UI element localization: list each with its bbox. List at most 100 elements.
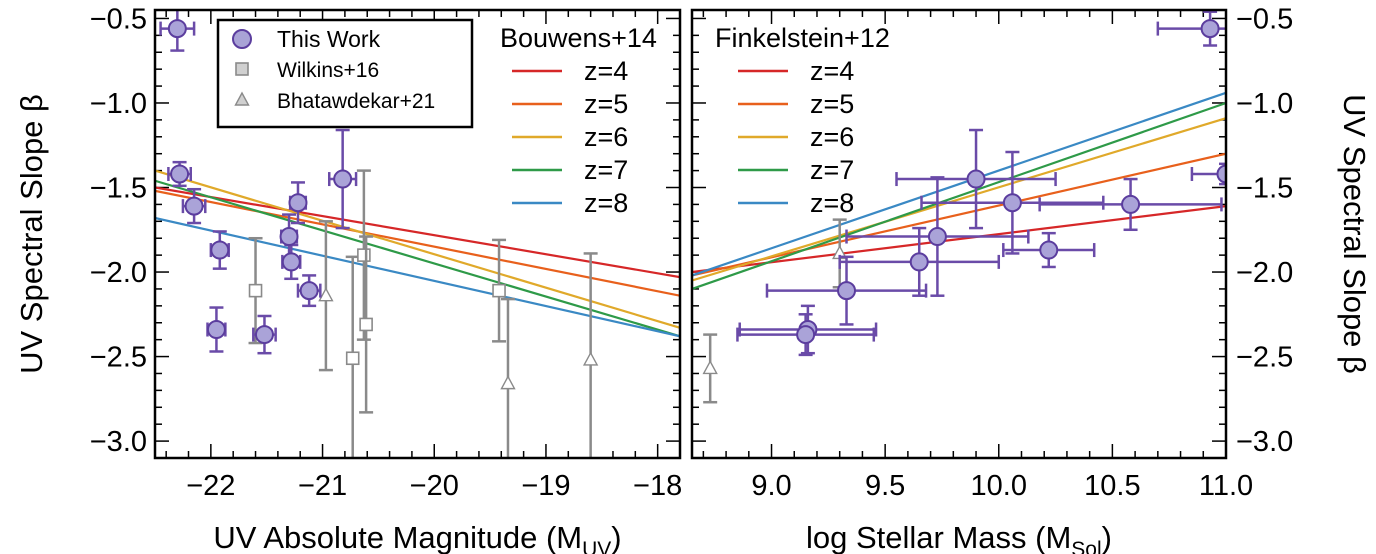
- this-work-point: [299, 281, 319, 301]
- legend-marker-square: [235, 62, 249, 76]
- x-axis-title-tail: ): [1102, 520, 1112, 554]
- this-work-point: [1121, 194, 1141, 214]
- legend-marker-triangle: [234, 91, 250, 106]
- relation-line-z4: [692, 205, 1226, 274]
- this-work-point: [167, 19, 187, 39]
- plot-area: [692, 10, 1226, 404]
- y-tick-label: −3.0: [90, 426, 147, 458]
- y-tick-label: −1.5: [90, 173, 147, 205]
- x-axis-title-main: log Stellar Mass (M: [806, 520, 1071, 554]
- this-work-point: [210, 240, 230, 260]
- x-axis-title-main: UV Absolute Magnitude (M: [213, 520, 582, 554]
- wilkins16-point: [345, 351, 360, 366]
- this-work-point: [1039, 240, 1059, 260]
- x-tick-label: 10.5: [1084, 470, 1140, 502]
- this-work-point: [837, 281, 857, 301]
- x-tick-label: −18: [633, 470, 682, 502]
- y-tick-label: −0.5: [1236, 3, 1293, 35]
- wilkins16-point: [492, 283, 506, 298]
- this-work-point: [206, 320, 226, 340]
- this-work-point: [281, 252, 301, 272]
- this-work-point: [909, 252, 929, 272]
- wilkins16-point: [248, 283, 263, 298]
- wilkins16-point: [357, 248, 371, 262]
- relation-legend-label: z=6: [810, 122, 854, 152]
- this-work-point: [333, 169, 353, 189]
- relation-line-z5: [155, 189, 680, 297]
- this-work-point: [254, 325, 274, 345]
- legend-label: Wilkins+16: [277, 59, 379, 82]
- relation-line-z8: [692, 91, 1226, 277]
- relation-line-z7: [692, 101, 1226, 290]
- relation-line-z6: [155, 169, 680, 329]
- wilkins16-point: [359, 317, 373, 332]
- this-work-point: [966, 169, 986, 189]
- relation-line-z5: [692, 152, 1226, 277]
- relation-legend-label: z=8: [584, 188, 628, 218]
- x-axis-title: log Stellar Mass (MSol): [806, 520, 1112, 554]
- plot-area: [155, 10, 680, 458]
- y-tick-label: −3.0: [1236, 426, 1293, 458]
- x-tick-label: 10.0: [971, 470, 1027, 502]
- y-axis-title: UV Spectral Slope β: [1337, 94, 1372, 374]
- x-tick-label: −20: [410, 470, 459, 502]
- x-axis-title: UV Absolute Magnitude (MUV): [213, 520, 621, 554]
- this-work-point: [288, 193, 308, 213]
- this-work-point: [279, 227, 299, 247]
- relation-line-z7: [155, 179, 680, 338]
- relation-legend-label: z=7: [584, 155, 628, 185]
- relation-legend-label: z=4: [810, 56, 854, 86]
- y-tick-label: −2.5: [1236, 342, 1293, 374]
- relation-legend: Finkelstein+12z=4z=5z=6z=7z=8: [715, 23, 890, 218]
- relation-legend-label: z=8: [810, 188, 854, 218]
- y-tick-label: −2.0: [1236, 257, 1293, 289]
- x-tick-label: 9.5: [865, 470, 905, 502]
- x-tick-label: −19: [521, 470, 570, 502]
- x-axis-title-sub: Sol: [1071, 538, 1101, 554]
- y-tick-label: −1.0: [1236, 88, 1293, 120]
- relation-legend-label: z=4: [584, 56, 628, 86]
- ticks: [692, 10, 1227, 459]
- this-work-point: [1200, 19, 1220, 39]
- y-tick-label: −2.5: [90, 342, 147, 374]
- legend-marker-circle: [232, 29, 252, 49]
- relation-legend-label: z=5: [584, 89, 628, 119]
- this-work-point: [1002, 193, 1022, 213]
- legend-label: Bhatawdekar+21: [277, 90, 435, 113]
- this-work-point: [927, 227, 947, 247]
- y-tick-label: −1.0: [90, 88, 147, 120]
- relation-line-z4: [155, 186, 680, 279]
- relation-legend-label: z=5: [810, 89, 854, 119]
- this-work-point: [170, 164, 190, 184]
- relation-legend-title: Finkelstein+12: [715, 23, 890, 53]
- x-axis-title-sub: UV: [582, 538, 611, 554]
- relation-legend-label: z=7: [810, 155, 854, 185]
- x-tick-label: 11.0: [1199, 470, 1253, 502]
- left-panel: −22 −21 −20 −19 −18 −3.0 −2.5 −2.0 −1.5 −1.0 −0.5 U…: [14, 3, 682, 554]
- y-tick-label: −1.5: [1236, 173, 1293, 205]
- y-tick-label: −2.0: [90, 257, 147, 289]
- marker-legend: This Work Wilkins+16 Bhatawdekar+21: [216, 18, 474, 129]
- x-tick-label: −22: [186, 470, 235, 502]
- this-work-point: [1216, 164, 1226, 184]
- relation-legend: Bouwens+14z=4z=5z=6z=7z=8: [500, 23, 657, 218]
- plot-frame: [153, 8, 682, 460]
- relation-legend-label: z=6: [584, 122, 628, 152]
- relation-line-z8: [155, 216, 680, 338]
- x-tick-label: 9.0: [751, 470, 791, 502]
- bhatawdekar21-point: [500, 375, 516, 390]
- bhatawdekar21-point: [318, 287, 334, 302]
- plot-frame: [690, 8, 1228, 460]
- y-axis-title: UV Spectral Slope β: [14, 94, 49, 374]
- right-panel: 9.0 9.5 10.0 10.5 11.0 −3.0 −2.5 −2.0 −1.5 −1.0 −0…: [690, 3, 1372, 554]
- x-tick-label: −21: [298, 470, 347, 502]
- relation-legend-title: Bouwens+14: [500, 23, 657, 53]
- legend-label: This Work: [277, 26, 381, 52]
- bhatawdekar21-point: [582, 351, 599, 366]
- marker-legend-box: [216, 18, 474, 129]
- this-work-point: [184, 196, 204, 216]
- relation-line-z6: [692, 117, 1226, 282]
- bhatawdekar21-point: [702, 359, 718, 375]
- this-work-point: [796, 325, 816, 345]
